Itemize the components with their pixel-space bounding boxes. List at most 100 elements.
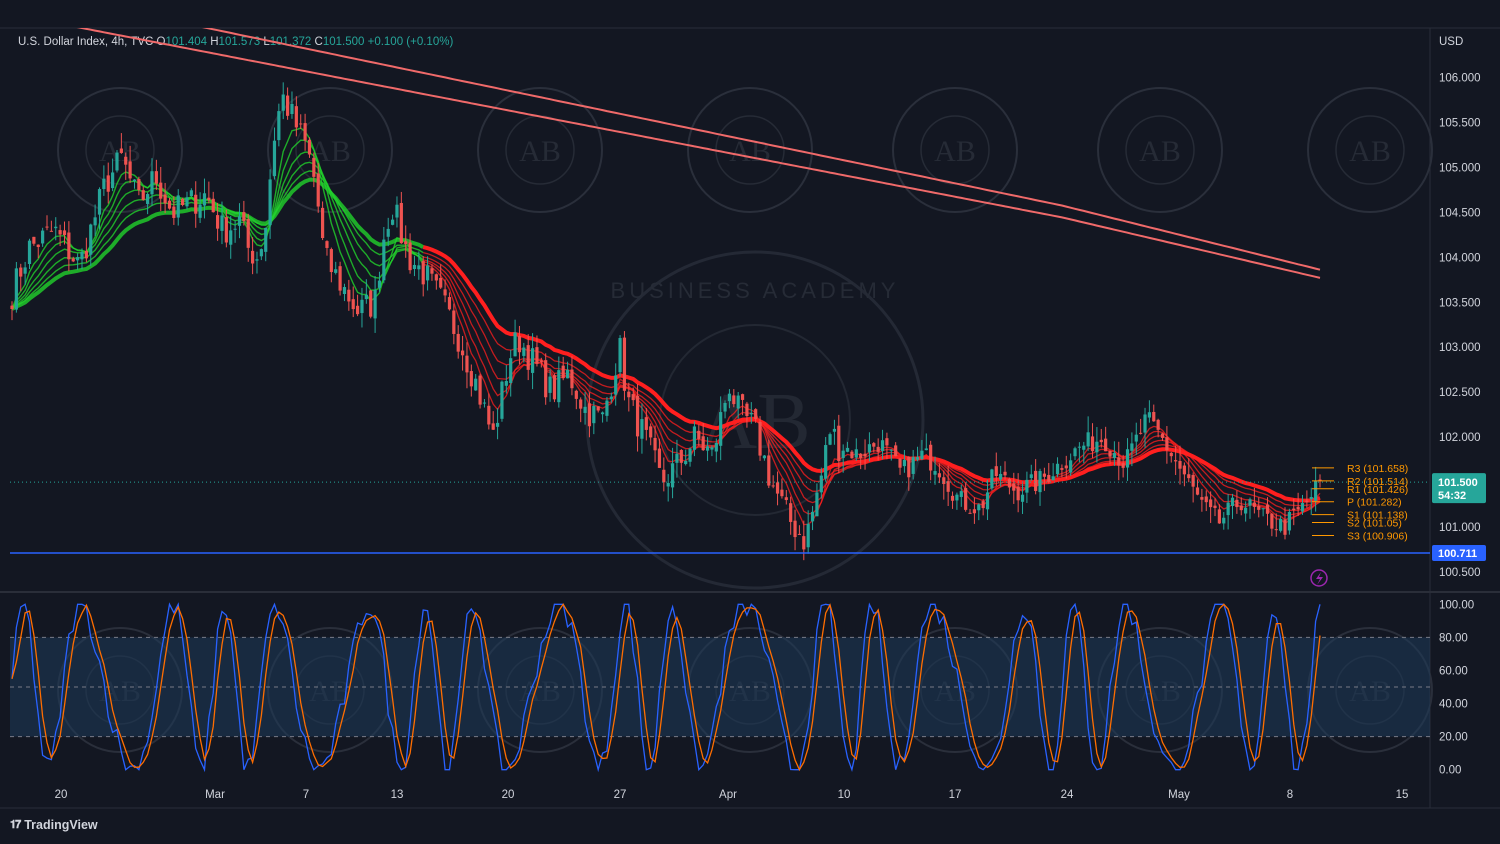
candle-body [194,194,198,214]
candle-body [1047,474,1051,482]
candle-body [649,426,653,438]
candle-body [62,230,67,236]
candle-body [1108,451,1112,457]
candle-body [412,264,417,269]
candle-body [233,228,237,230]
candle-body [920,450,924,459]
watermark-seal [267,87,393,213]
candle-body [596,406,600,411]
time-tick-label: 10 [838,789,851,801]
candle-body [1287,512,1291,531]
candle-body [815,492,819,517]
candle-body [84,250,88,259]
candle-body [386,228,390,237]
watermark-title: BUSINESS ACADEMY [611,278,900,303]
watermark-seal-inner [1335,115,1405,185]
last-price-value: 101.500 [1438,477,1478,489]
stoch-tick-label: 0.00 [1439,765,1461,777]
candle-body [347,289,351,302]
candle-body [224,217,228,243]
low-value: 101.372 [269,36,312,48]
candle-body [460,350,465,356]
time-tick-label: 8 [1287,789,1293,801]
candle-body [246,219,250,248]
candle-body [889,449,893,451]
candle-body [115,152,119,171]
stoch-tick-label: 20.00 [1439,732,1468,744]
candle-body [824,445,828,479]
symbol-title: U.S. Dollar Index, 4h, TVC [18,36,154,48]
candle-body [1130,443,1134,451]
candle-body [697,430,701,439]
candle-body [587,403,592,427]
candle-body [701,436,705,451]
stoch-tick-label: 40.00 [1439,699,1468,711]
candle-body [1318,479,1322,481]
candle-body [775,482,780,494]
candle-body [535,347,539,364]
watermark-seal-inner [85,115,155,185]
candle-body [1143,414,1147,433]
candle-body [491,423,495,430]
watermark-seal [687,87,813,213]
candle-body [1230,497,1235,507]
candle-body [867,444,872,453]
candle-body [1029,474,1033,479]
candle-body [579,399,583,409]
candle-body [561,365,565,379]
candle-body [614,375,618,395]
candle-body [264,227,268,252]
candle-body [1235,499,1239,508]
pivot-label: S3 (100.906) [1347,531,1408,543]
candle-body [990,469,994,489]
candle-body [404,241,408,245]
candle-body [259,249,263,257]
candle-body [797,533,802,535]
candle-body [465,355,469,373]
candle-body [780,489,784,497]
candle-body [933,471,937,475]
candle-body [54,226,58,229]
candle-body [163,194,167,204]
tradingview-logo[interactable]: 𝟏𝟕 TradingView [10,818,98,832]
candle-body [1125,449,1130,468]
candle-body [1147,412,1151,418]
pivot-label: R1 (101.426) [1347,484,1408,496]
candle-body [1195,487,1200,495]
price-tick-label: 103.000 [1439,342,1481,354]
candle-body [106,175,110,192]
candle-body [684,460,688,465]
candle-body [369,290,373,317]
watermark-big-seal [585,250,925,590]
candle-body [657,448,662,468]
candle-body [745,403,749,416]
time-tick-label: 20 [55,789,68,801]
time-tick-label: 20 [502,789,515,801]
candle-body [1222,517,1226,524]
time-tick-label: Mar [205,789,225,801]
candle-body [631,394,635,401]
candle-body [872,443,876,447]
time-tick-label: May [1168,789,1190,801]
candle-body [929,444,933,471]
candle-body [999,473,1003,480]
pivot-label: R3 (101.658) [1347,463,1408,475]
candle-body [351,299,355,310]
candle-body [1060,468,1064,470]
candle-body [771,485,775,487]
candle-body [670,463,675,488]
candle-body [609,396,613,400]
candle-body [71,258,75,262]
watermark-seal [892,87,1018,213]
candle-body [959,491,963,497]
candle-body [290,103,294,114]
candle-body [1204,496,1208,503]
candle-body [994,466,998,476]
candle-body [255,259,259,261]
candle-body [159,182,163,199]
candle-body [898,458,902,468]
candle-body [552,375,557,400]
stoch-tick-label: 100.00 [1439,599,1474,611]
candle-body [985,492,990,510]
